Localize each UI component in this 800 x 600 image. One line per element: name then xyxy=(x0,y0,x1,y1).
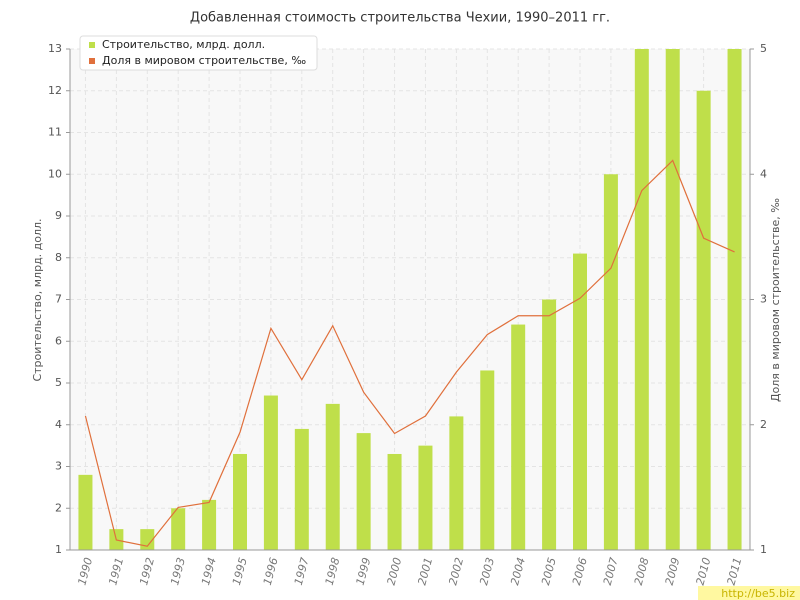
bar xyxy=(573,253,587,550)
bar xyxy=(511,324,526,550)
y-tick-label: 6 xyxy=(55,334,62,347)
legend-label: Строительство, млрд. долл. xyxy=(102,38,265,51)
bar xyxy=(449,416,464,550)
y-tick-label: 4 xyxy=(55,418,62,431)
x-tick-label: 2003 xyxy=(477,556,497,586)
x-tick-label: 1990 xyxy=(75,556,95,586)
bar xyxy=(202,499,217,550)
x-tick-label: 2006 xyxy=(570,556,590,586)
y-tick-label: 12 xyxy=(48,84,62,97)
legend-swatch xyxy=(89,58,95,64)
y-tick-label: 13 xyxy=(48,42,62,55)
bar xyxy=(603,174,618,550)
bar xyxy=(140,529,155,550)
x-tick-label: 1999 xyxy=(354,556,374,586)
y-tick-label: 11 xyxy=(48,126,62,139)
x-tick-label: 2002 xyxy=(446,556,466,586)
bar xyxy=(542,299,557,550)
bar xyxy=(727,49,742,550)
x-tick-label: 1994 xyxy=(199,556,219,586)
bar xyxy=(418,445,433,550)
x-tick-label: 1991 xyxy=(106,556,126,586)
x-tick-label: 2007 xyxy=(601,556,621,586)
y-tick-label: 7 xyxy=(55,293,62,306)
y-tick-label: 3 xyxy=(55,460,62,473)
legend-swatch xyxy=(89,42,95,48)
legend: Строительство, млрд. долл. Доля в мировом… xyxy=(79,35,318,71)
chart-title: Добавленная стоимость строительства Чехи… xyxy=(190,11,610,26)
bars xyxy=(78,49,742,550)
y2-axis-label: Доля в мировом строительстве, ‰ xyxy=(769,198,782,402)
y-tick-label: 8 xyxy=(55,251,62,264)
bar xyxy=(233,453,247,550)
bar xyxy=(387,453,402,550)
y-axis-label: Строительство, млрд. долл. xyxy=(31,218,44,381)
x-tick-label: 1992 xyxy=(137,556,157,586)
bar xyxy=(294,428,309,550)
bar xyxy=(696,90,711,550)
x-tick-label: 2011 xyxy=(725,556,745,586)
y-tick-label: 9 xyxy=(55,209,62,222)
y2-tick-label: 4 xyxy=(760,167,767,180)
x-tick-label: 1995 xyxy=(230,556,250,586)
bar xyxy=(325,403,340,550)
x-tick-label: 2004 xyxy=(508,556,528,586)
legend-label: Доля в мировом строительстве, ‰ xyxy=(102,54,306,67)
line xyxy=(84,159,735,547)
y-tick-label: 1 xyxy=(55,543,62,556)
x-tick-label: 2009 xyxy=(663,556,683,586)
bar xyxy=(78,474,93,550)
x-tick-label: 2008 xyxy=(632,556,652,586)
watermark-bg xyxy=(698,586,800,600)
bar xyxy=(356,433,371,550)
legend-box xyxy=(79,35,318,71)
x-tick-label: 2000 xyxy=(385,556,405,586)
lines xyxy=(84,159,735,547)
y-tick-label: 2 xyxy=(55,501,62,514)
y2-tick-label: 3 xyxy=(760,293,767,306)
bar xyxy=(634,49,649,550)
bar xyxy=(665,49,680,550)
y-tick-label: 5 xyxy=(55,376,62,389)
x-tick-label: 2010 xyxy=(694,556,714,586)
x-tick-label: 1993 xyxy=(168,556,188,586)
y2-tick-label: 2 xyxy=(760,418,767,431)
y-tick-label: 10 xyxy=(48,167,62,180)
x-tick-label: 1998 xyxy=(323,556,343,586)
y2-tick-label: 5 xyxy=(760,42,767,55)
x-tick-label: 2001 xyxy=(415,556,435,586)
x-tick-label: 2005 xyxy=(539,556,559,586)
bar xyxy=(480,370,495,550)
watermark: http://be5.biz xyxy=(721,587,795,600)
y2-tick-label: 1 xyxy=(760,543,767,556)
x-tick-label: 1997 xyxy=(292,556,312,586)
bar xyxy=(171,508,186,550)
bar xyxy=(263,395,278,550)
x-tick-label: 1996 xyxy=(261,556,281,586)
